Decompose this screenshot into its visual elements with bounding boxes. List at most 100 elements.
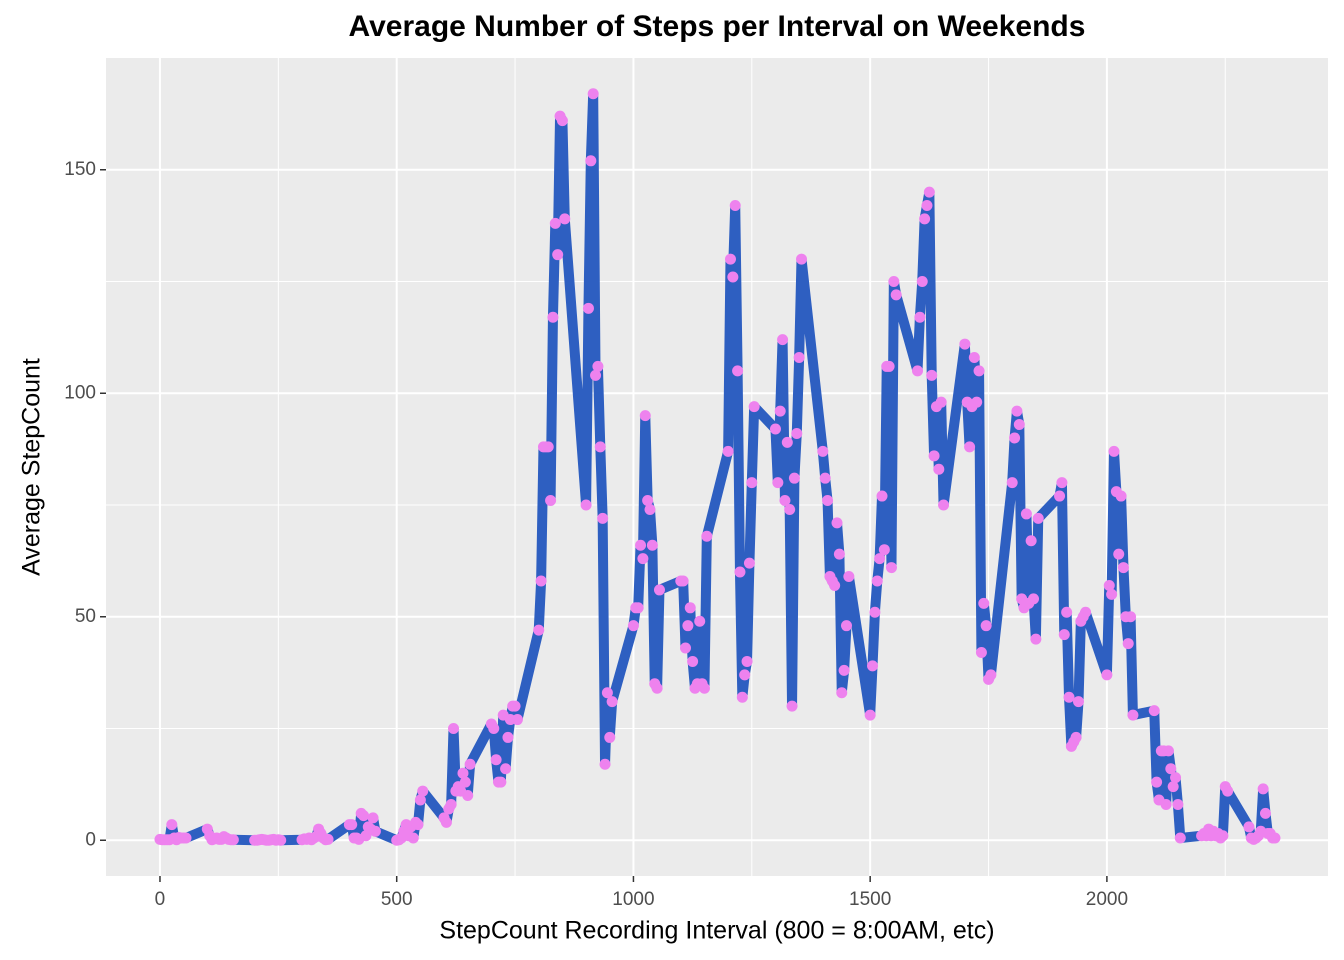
data-point — [490, 754, 502, 766]
y-tick-label: 150 — [64, 159, 96, 180]
data-point — [1125, 611, 1137, 623]
data-point — [166, 819, 178, 831]
data-point — [1122, 638, 1134, 650]
data-point — [864, 709, 876, 721]
data-point — [1165, 763, 1177, 775]
data-point — [701, 530, 713, 542]
data-point — [732, 365, 744, 377]
data-point — [843, 571, 855, 583]
data-point — [407, 832, 419, 844]
data-point — [734, 566, 746, 578]
data-point — [777, 334, 789, 346]
data-point — [417, 785, 429, 797]
y-tick-label: 0 — [85, 829, 96, 850]
data-point — [585, 155, 597, 167]
data-point — [838, 664, 850, 676]
data-point — [779, 495, 791, 507]
data-point — [919, 213, 931, 225]
data-point — [369, 825, 381, 837]
data-point — [867, 660, 879, 672]
data-point — [1151, 776, 1163, 788]
data-point — [684, 602, 696, 614]
data-point — [1167, 781, 1179, 793]
data-point — [1113, 548, 1125, 560]
y-tick-label: 100 — [64, 382, 96, 403]
data-point — [682, 620, 694, 632]
data-point — [412, 819, 424, 831]
data-point — [878, 544, 890, 556]
data-point — [1243, 821, 1255, 833]
data-point — [358, 810, 370, 822]
data-point — [1006, 477, 1018, 489]
data-point — [1013, 419, 1025, 431]
data-point — [346, 819, 358, 831]
data-point — [1117, 562, 1129, 574]
data-point — [180, 832, 192, 844]
data-point — [788, 472, 800, 484]
data-point — [772, 477, 784, 489]
data-point — [547, 311, 559, 323]
data-point — [871, 575, 883, 587]
data-point — [959, 338, 971, 350]
data-point — [980, 620, 992, 632]
data-point — [502, 731, 514, 743]
data-point — [635, 539, 647, 551]
data-point — [741, 655, 753, 667]
data-point — [601, 687, 613, 699]
data-point — [739, 669, 751, 681]
data-point — [542, 441, 554, 453]
y-tick-label: 50 — [75, 606, 96, 627]
data-point — [883, 360, 895, 372]
data-point — [687, 655, 699, 667]
data-point — [597, 512, 609, 524]
data-point — [511, 714, 523, 726]
data-point — [646, 539, 658, 551]
x-tick-label: 1000 — [612, 889, 654, 910]
data-point — [440, 816, 452, 828]
data-point — [644, 503, 656, 515]
data-point — [500, 763, 512, 775]
data-point — [549, 217, 561, 229]
data-point — [819, 472, 831, 484]
data-point — [817, 445, 829, 457]
data-point — [275, 834, 287, 846]
x-tick-label: 1500 — [849, 889, 891, 910]
data-point — [445, 798, 457, 810]
data-point — [916, 275, 928, 287]
data-point — [743, 557, 755, 569]
data-point — [639, 410, 651, 422]
x-tick-label: 0 — [155, 889, 166, 910]
data-point — [1080, 606, 1092, 618]
data-point — [1269, 832, 1281, 844]
data-point — [552, 249, 564, 261]
data-point — [698, 682, 710, 694]
data-point — [495, 776, 507, 788]
data-point — [457, 767, 469, 779]
data-point — [874, 553, 886, 565]
data-point — [746, 477, 758, 489]
data-point — [1170, 772, 1182, 784]
data-point — [632, 602, 644, 614]
data-point — [1032, 512, 1044, 524]
data-point — [888, 275, 900, 287]
data-point — [599, 758, 611, 770]
data-point — [1056, 477, 1068, 489]
data-point — [459, 776, 471, 788]
data-point — [1217, 830, 1229, 842]
data-point — [1020, 508, 1032, 520]
data-point — [869, 606, 881, 618]
data-point — [1106, 588, 1118, 600]
data-point — [793, 351, 805, 363]
data-point — [971, 396, 983, 408]
data-point — [637, 553, 649, 565]
data-point — [885, 562, 897, 574]
data-point — [1108, 445, 1120, 457]
data-point — [642, 495, 654, 507]
data-point — [933, 463, 945, 475]
data-point — [582, 302, 594, 314]
data-point — [928, 450, 940, 462]
data-point — [829, 579, 841, 591]
data-point — [1058, 629, 1070, 641]
data-point — [559, 213, 571, 225]
data-point — [840, 620, 852, 632]
